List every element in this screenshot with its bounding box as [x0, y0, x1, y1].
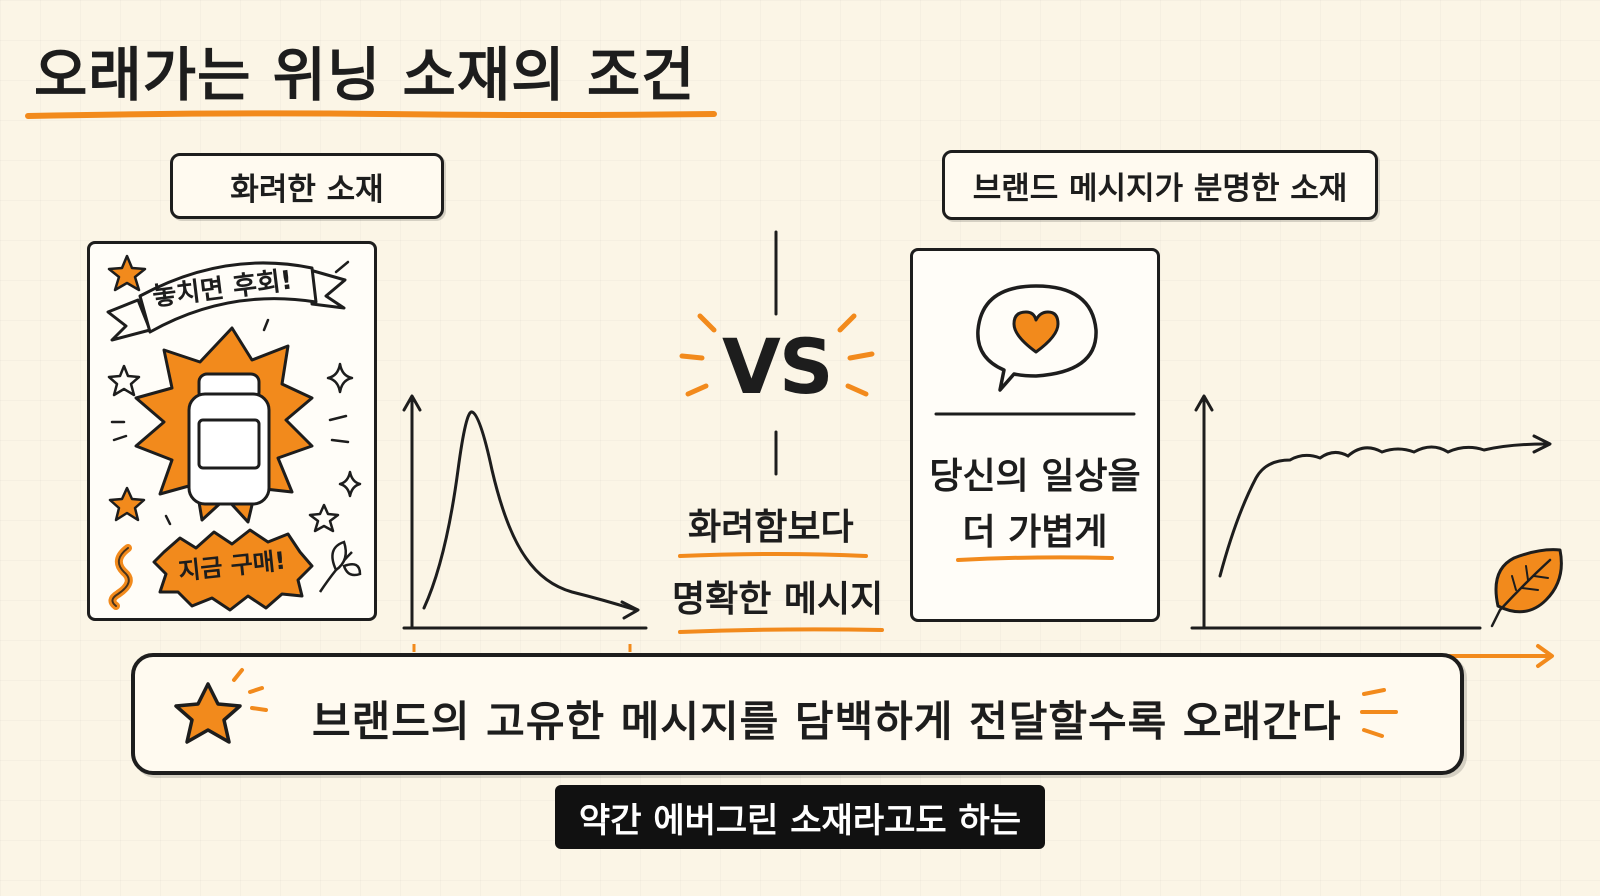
star-icon — [308, 503, 340, 533]
brand-message-line1: 당신의 일상을 — [929, 456, 1141, 497]
center-caption-line1: 화려함보다 — [688, 507, 854, 548]
sparkle-icon — [338, 470, 362, 498]
star-icon — [107, 254, 147, 292]
sprig-icon — [318, 540, 362, 593]
summary-banner — [131, 653, 1464, 775]
speech-heart-icon — [976, 284, 1098, 392]
page-title: 오래가는 위닝 소재의 조건 — [34, 41, 696, 109]
vs-burst-lines — [679, 313, 875, 397]
flashy-creative-label: 화려한 소재 — [170, 153, 444, 219]
ribbon-banner-icon — [106, 261, 347, 342]
sparkle-icon — [326, 362, 354, 394]
summary-message: 브랜드의 고유한 메시지를 담백하게 전달할수록 오래간다 — [312, 697, 1342, 746]
star-icon — [108, 486, 146, 522]
short-lived-performance-chart — [402, 394, 648, 652]
leaf-icon — [1490, 548, 1563, 628]
brand-message-creative-label: 브랜드 메시지가 분명한 소재 — [942, 150, 1378, 220]
product-bottle-icon — [187, 372, 271, 506]
center-caption-line2: 명확한 메시지 — [672, 579, 884, 620]
vs-label: VS — [722, 322, 834, 411]
video-subtitle: 약간 에버그린 소재라고도 하는 — [555, 785, 1045, 849]
title-underline — [25, 110, 717, 119]
star-icon — [107, 364, 141, 397]
long-lasting-performance-chart — [1190, 394, 1554, 668]
buy-now-badge-icon — [152, 528, 314, 612]
brand-message-line2: 더 가볍게 — [962, 512, 1108, 553]
message-underline — [956, 555, 1114, 562]
